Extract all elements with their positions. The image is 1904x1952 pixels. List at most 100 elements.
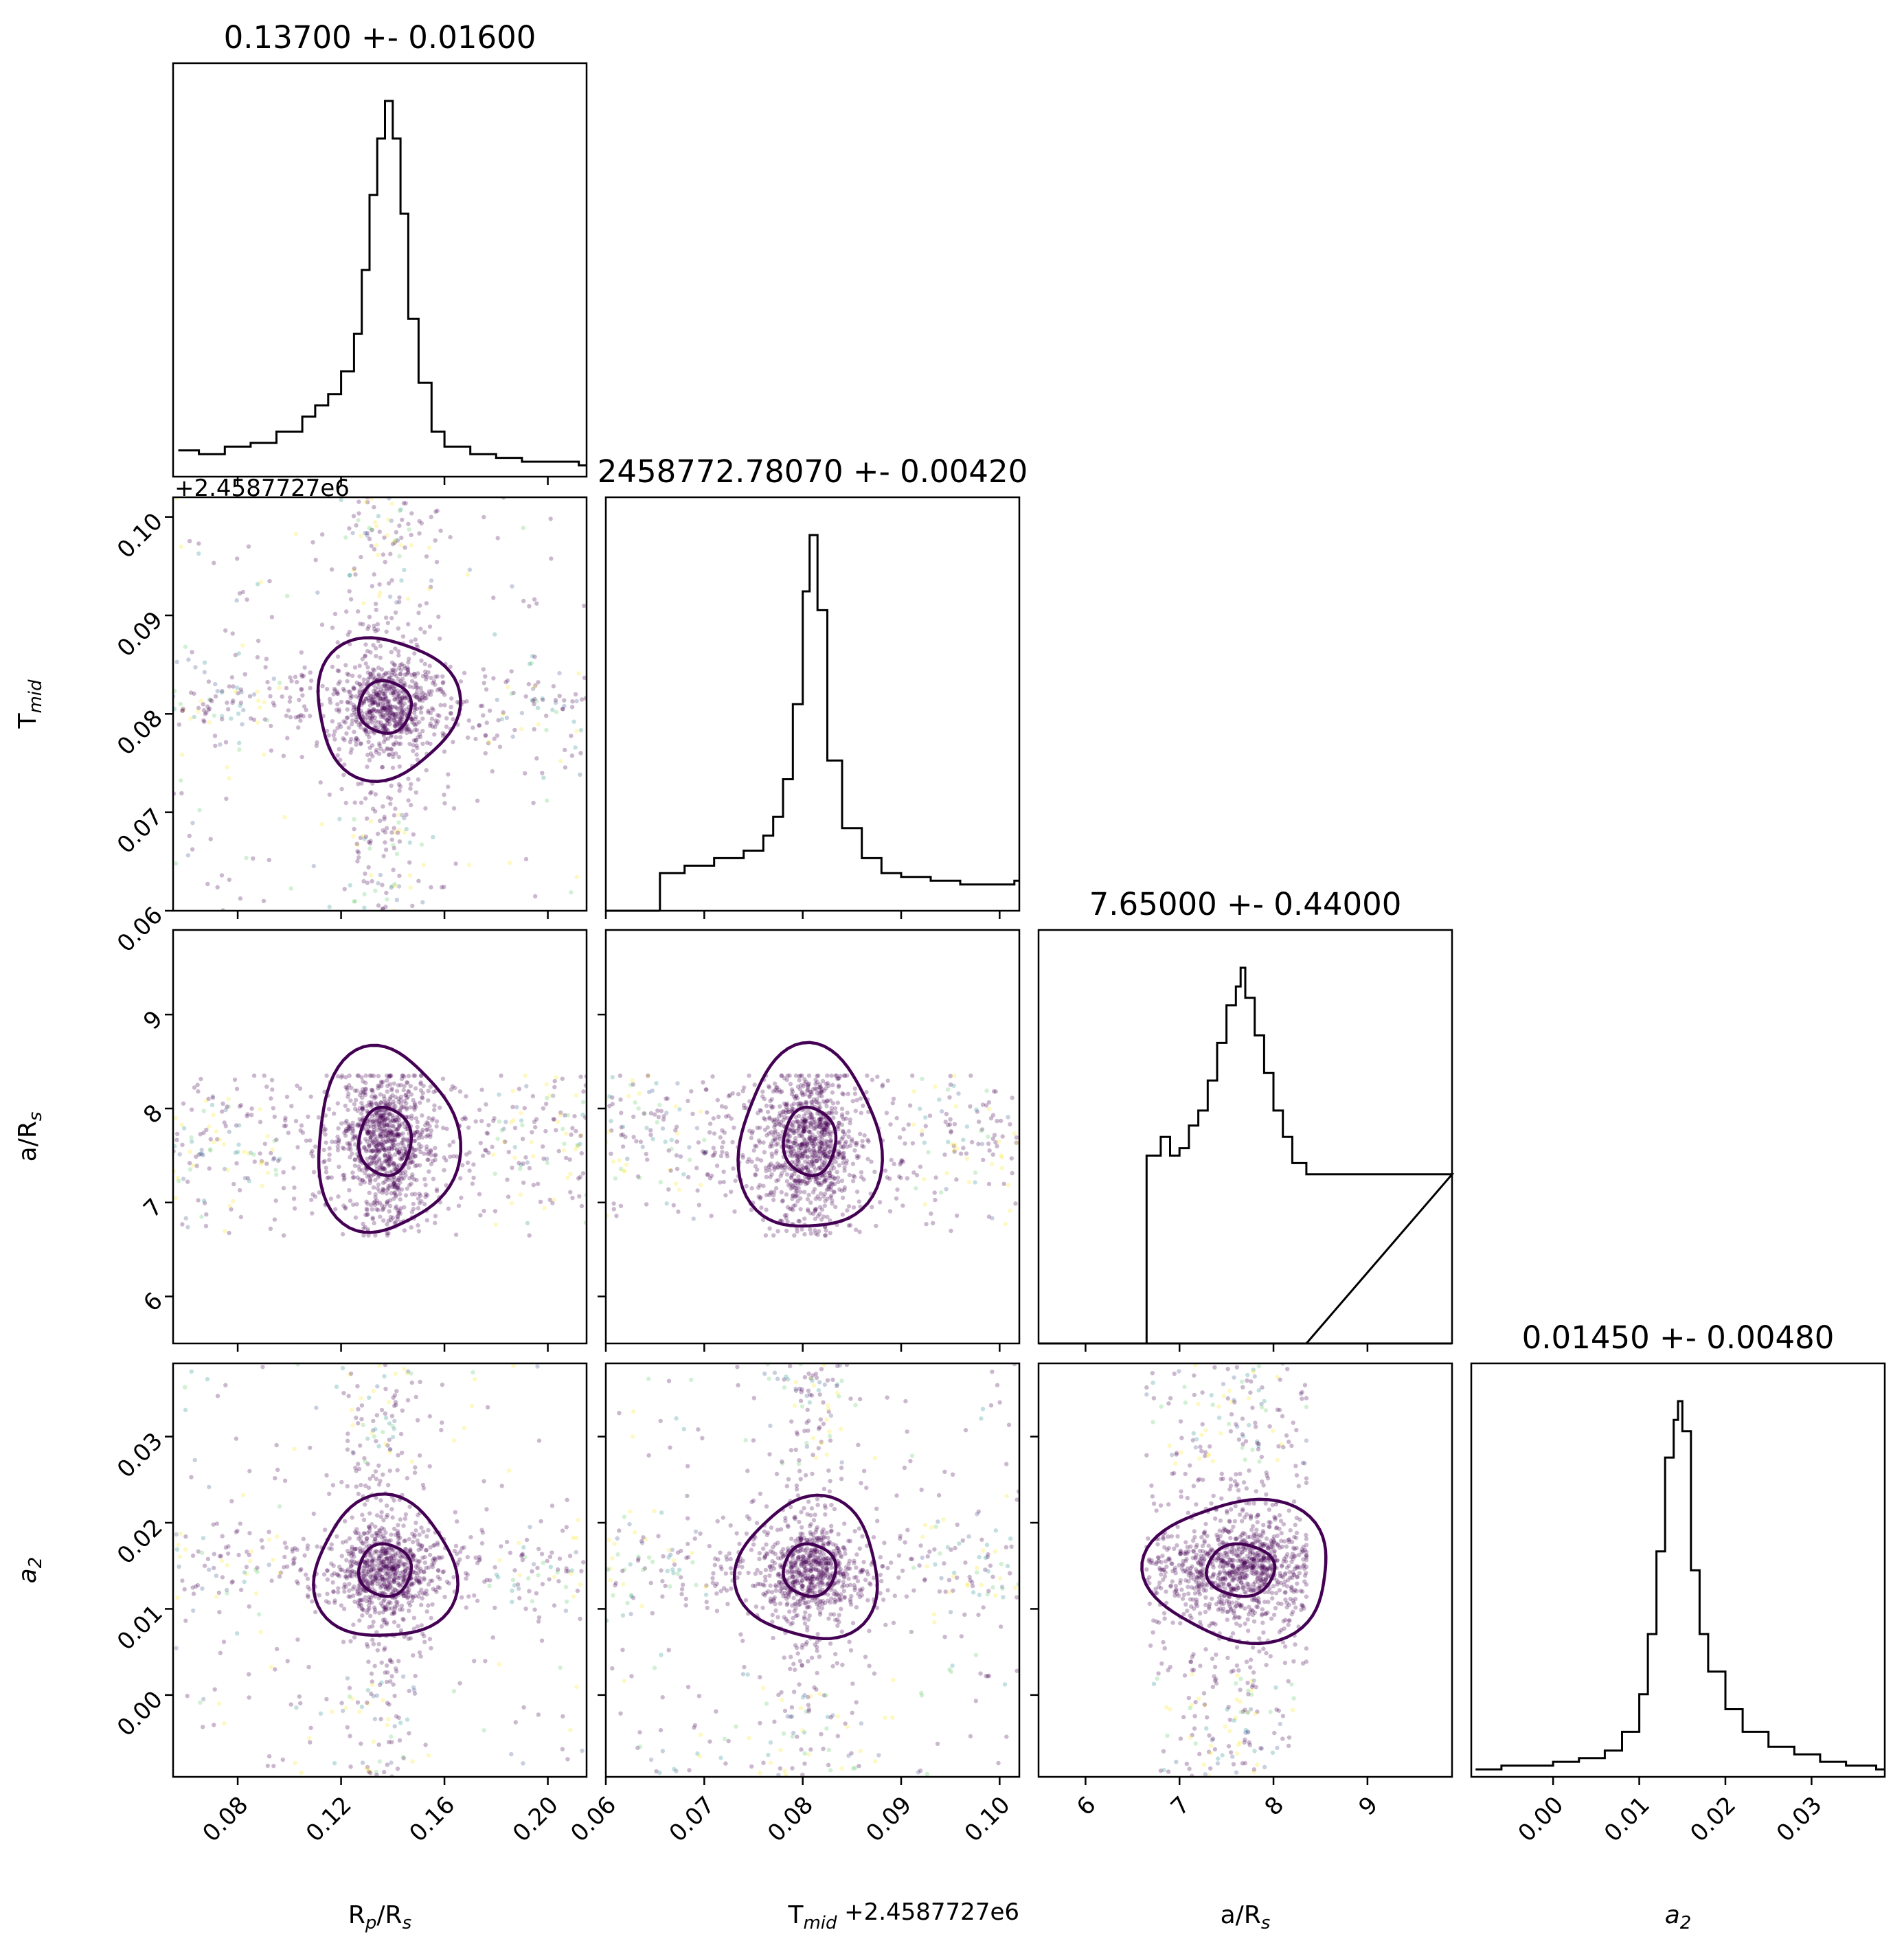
- sample-point: [223, 1383, 228, 1387]
- sample-point: [851, 1173, 856, 1179]
- sample-point: [920, 1128, 925, 1133]
- sample-point: [848, 1117, 852, 1122]
- sample-point: [367, 1142, 372, 1147]
- sample-point: [386, 1156, 391, 1161]
- sample-point: [223, 1107, 228, 1113]
- sample-point: [267, 857, 271, 863]
- sample-point: [207, 720, 212, 725]
- sample-point: [372, 1434, 377, 1439]
- sample-point: [802, 1092, 808, 1097]
- sample-point: [381, 691, 386, 696]
- sample-point: [372, 1574, 378, 1579]
- sample-point: [179, 1531, 183, 1536]
- sample-point: [208, 837, 213, 841]
- sample-point: [400, 1554, 405, 1558]
- sample-point: [352, 1569, 357, 1575]
- sample-point: [512, 727, 517, 733]
- sample-point: [431, 1556, 437, 1561]
- sample-point: [389, 1561, 394, 1566]
- sample-point: [418, 1081, 423, 1087]
- sample-point: [420, 695, 425, 700]
- sample-point: [389, 1132, 394, 1137]
- sample-point: [773, 1128, 778, 1133]
- sample-point: [433, 509, 438, 514]
- sample-point: [392, 689, 396, 694]
- sample-point: [432, 1153, 438, 1158]
- sample-point: [843, 1116, 848, 1121]
- sample-point: [360, 711, 365, 716]
- sample-point: [383, 672, 388, 677]
- sample-point: [442, 801, 447, 806]
- sample-point: [212, 560, 216, 565]
- sample-point: [431, 1089, 436, 1095]
- sample-point: [429, 1148, 433, 1153]
- sample-point: [508, 1120, 514, 1125]
- sample-point: [769, 1161, 773, 1166]
- sample-point: [919, 1132, 925, 1137]
- sample-point: [398, 696, 403, 701]
- sample-point: [233, 689, 238, 694]
- sample-point: [764, 1174, 769, 1179]
- sample-point: [360, 1106, 365, 1111]
- sample-point: [835, 1100, 841, 1105]
- sample-point: [778, 1174, 783, 1179]
- sample-point: [177, 722, 182, 727]
- sample-point: [491, 1152, 496, 1157]
- sample-point: [381, 1429, 385, 1435]
- sample-point: [377, 741, 382, 746]
- sample-point: [202, 660, 207, 665]
- sample-point: [779, 1171, 784, 1176]
- sample-point: [348, 1155, 352, 1160]
- sample-point: [504, 1539, 510, 1545]
- sample-point: [842, 1185, 848, 1190]
- sample-point: [429, 716, 435, 721]
- sample-point: [832, 1106, 838, 1111]
- sample-point: [347, 1372, 352, 1377]
- sample-point: [345, 1676, 350, 1681]
- sample-point: [393, 1372, 398, 1376]
- sample-point: [343, 1085, 348, 1090]
- sample-point: [373, 1610, 378, 1615]
- sample-point: [805, 1196, 811, 1202]
- sample-point: [545, 1096, 549, 1101]
- sample-point: [324, 1166, 328, 1170]
- sample-point: [725, 1154, 730, 1159]
- sample-point: [520, 1123, 525, 1128]
- sample-point: [361, 1569, 366, 1574]
- sample-point: [237, 1123, 242, 1128]
- sample-point: [229, 1499, 234, 1503]
- sample-point: [340, 1232, 345, 1237]
- sample-point: [320, 532, 325, 537]
- sample-point: [411, 1133, 417, 1137]
- sample-point: [568, 1171, 573, 1177]
- sample-point: [369, 1104, 374, 1109]
- sample-point: [392, 693, 396, 698]
- sample-point: [352, 1106, 358, 1111]
- sample-point: [479, 1541, 485, 1546]
- sample-point: [473, 1119, 478, 1124]
- sample-point: [910, 1073, 915, 1078]
- sample-point: [367, 1574, 373, 1580]
- sample-point: [819, 1129, 824, 1135]
- sample-point: [277, 1504, 282, 1509]
- sample-point: [393, 1596, 398, 1601]
- sample-point: [177, 1179, 181, 1183]
- sample-point: [824, 1120, 828, 1125]
- sample-point: [365, 500, 370, 505]
- sample-point: [190, 650, 194, 655]
- sample-point: [354, 523, 359, 528]
- sample-point: [210, 1096, 216, 1100]
- sample-point: [420, 1482, 426, 1488]
- sample-point: [413, 1564, 418, 1569]
- sample-point: [401, 1561, 406, 1566]
- sample-point: [356, 855, 361, 860]
- sample-point: [618, 1203, 624, 1209]
- sample-point: [409, 1371, 413, 1376]
- sample-point: [438, 1556, 442, 1561]
- sample-point: [898, 1175, 903, 1181]
- sample-point: [376, 1533, 381, 1539]
- sample-point: [797, 1155, 802, 1159]
- sample-point: [352, 686, 356, 691]
- sample-point: [187, 1161, 192, 1166]
- sample-point: [481, 1479, 486, 1484]
